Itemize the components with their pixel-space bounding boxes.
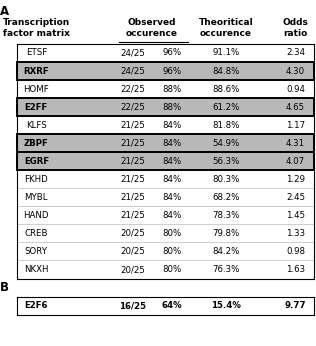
Text: 0.94: 0.94 (286, 84, 305, 93)
Text: 56.3%: 56.3% (212, 157, 240, 166)
Text: 84.8%: 84.8% (212, 66, 240, 75)
Text: 61.2%: 61.2% (212, 103, 240, 112)
Text: 4.30: 4.30 (286, 66, 305, 75)
Text: 20/25: 20/25 (120, 229, 145, 238)
Text: 84%: 84% (163, 157, 182, 166)
Text: 84%: 84% (163, 175, 182, 184)
Text: 2.34: 2.34 (286, 48, 305, 57)
Text: 2.45: 2.45 (286, 193, 305, 202)
Text: 81.8%: 81.8% (212, 121, 240, 130)
Text: 78.3%: 78.3% (212, 211, 240, 220)
Bar (17, 261, 314, 279)
Text: Transcription
factor matrix: Transcription factor matrix (3, 18, 70, 38)
Text: 88%: 88% (163, 103, 182, 112)
Text: 1.17: 1.17 (286, 121, 305, 130)
Text: 68.2%: 68.2% (212, 193, 240, 202)
Bar (17, 44, 314, 62)
Text: Observed
occurence: Observed occurence (126, 18, 178, 38)
Text: E2F6: E2F6 (25, 301, 48, 310)
Text: 16/25: 16/25 (119, 301, 146, 310)
Text: 20/25: 20/25 (120, 265, 145, 274)
Bar (17, 80, 314, 98)
Text: 4.07: 4.07 (286, 157, 305, 166)
Text: 24/25: 24/25 (120, 66, 145, 75)
Text: 84%: 84% (163, 211, 182, 220)
Text: 1.33: 1.33 (286, 229, 305, 238)
Text: A: A (0, 5, 9, 18)
Text: SORY: SORY (25, 247, 48, 256)
Text: 91.1%: 91.1% (212, 48, 240, 57)
Text: HAND: HAND (24, 211, 49, 220)
Text: 21/25: 21/25 (120, 211, 145, 220)
Text: 76.3%: 76.3% (212, 265, 240, 274)
Text: Odds
ratio: Odds ratio (283, 18, 308, 38)
Text: ETSF: ETSF (26, 48, 47, 57)
Text: 80%: 80% (163, 265, 182, 274)
Bar (17, 170, 314, 188)
Bar (17, 98, 314, 116)
Text: 1.45: 1.45 (286, 211, 305, 220)
Text: 15.4%: 15.4% (211, 301, 241, 310)
Text: 21/25: 21/25 (120, 121, 145, 130)
Text: HOMF: HOMF (23, 84, 49, 93)
Text: 80%: 80% (163, 247, 182, 256)
Bar (17, 116, 314, 134)
Bar (17, 62, 314, 80)
Text: 80.3%: 80.3% (212, 175, 240, 184)
Text: 4.31: 4.31 (286, 139, 305, 148)
Text: 88.6%: 88.6% (212, 84, 240, 93)
Bar (17, 188, 314, 206)
Text: 4.65: 4.65 (286, 103, 305, 112)
Text: 21/25: 21/25 (120, 175, 145, 184)
Text: Theoritical
occurence: Theoritical occurence (198, 18, 253, 38)
Text: 9.77: 9.77 (285, 301, 306, 310)
Text: 21/25: 21/25 (120, 139, 145, 148)
Text: ZBPF: ZBPF (24, 139, 49, 148)
Text: 1.29: 1.29 (286, 175, 305, 184)
Text: 84.2%: 84.2% (212, 247, 240, 256)
Bar (17, 206, 314, 225)
Text: 84%: 84% (163, 139, 182, 148)
Text: 96%: 96% (163, 66, 182, 75)
Text: 88%: 88% (163, 84, 182, 93)
Bar (17, 152, 314, 170)
Text: 80%: 80% (163, 229, 182, 238)
Text: MYBL: MYBL (25, 193, 48, 202)
Text: EGRF: EGRF (24, 157, 49, 166)
Text: B: B (0, 281, 9, 294)
Text: FKHD: FKHD (24, 175, 48, 184)
Text: 0.98: 0.98 (286, 247, 305, 256)
Text: 21/25: 21/25 (120, 193, 145, 202)
Text: 84%: 84% (163, 193, 182, 202)
Text: 64%: 64% (162, 301, 183, 310)
Bar (17, 225, 314, 243)
Text: 24/25: 24/25 (120, 48, 145, 57)
Text: E2FF: E2FF (25, 103, 48, 112)
Bar (17, 134, 314, 152)
Bar (17, 297, 314, 315)
Text: CREB: CREB (25, 229, 48, 238)
Text: 84%: 84% (163, 121, 182, 130)
Text: 20/25: 20/25 (120, 247, 145, 256)
Text: 79.8%: 79.8% (212, 229, 240, 238)
Text: NKXH: NKXH (24, 265, 49, 274)
Text: 21/25: 21/25 (120, 157, 145, 166)
Text: 22/25: 22/25 (120, 84, 145, 93)
Bar (17, 243, 314, 261)
Text: 22/25: 22/25 (120, 103, 145, 112)
Text: 96%: 96% (163, 48, 182, 57)
Text: KLFS: KLFS (26, 121, 47, 130)
Text: 1.63: 1.63 (286, 265, 305, 274)
Text: 54.9%: 54.9% (212, 139, 240, 148)
Text: RXRF: RXRF (23, 66, 49, 75)
